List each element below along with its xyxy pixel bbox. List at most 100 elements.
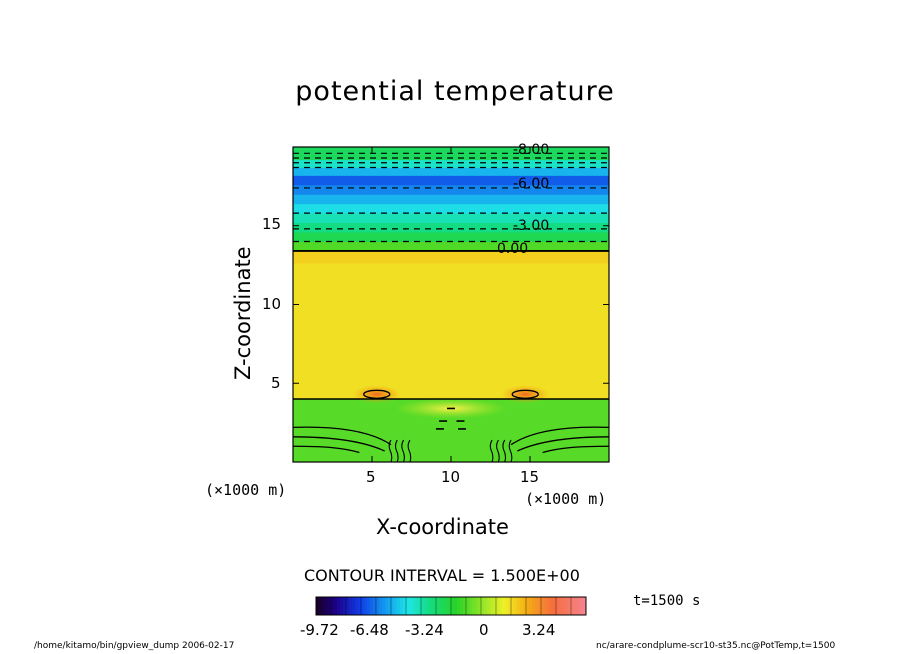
colorbar-cell (352, 597, 356, 615)
colorbar-cell (367, 597, 371, 615)
colorbar-cell (499, 597, 503, 615)
contour-line (394, 439, 399, 462)
colorbar-cell (433, 597, 437, 615)
colorbar-cell (406, 597, 410, 615)
colorbar-cell (583, 597, 587, 615)
colorbar-cell (514, 597, 518, 615)
colorbar-cell (451, 597, 455, 615)
colorbar-cell (445, 597, 449, 615)
colorbar-cell (370, 597, 374, 615)
field-band (293, 222, 609, 233)
colorbar-cell (397, 597, 401, 615)
colorbar-cell (334, 597, 338, 615)
colorbar-cell (400, 597, 404, 615)
colorbar-cell (571, 597, 575, 615)
contour-line (508, 439, 513, 462)
colorbar-cell (439, 597, 443, 615)
axes (293, 147, 609, 462)
chart-title: potential temperature (295, 76, 615, 107)
colorbar-cell (346, 597, 350, 615)
x-unit-label: (×1000 m) (525, 490, 607, 508)
colorbar-cell (379, 597, 383, 615)
colorbar-cell (472, 597, 476, 615)
colorbar-cell (409, 597, 413, 615)
colorbar-cell (469, 597, 473, 615)
colorbar-cell (403, 597, 407, 615)
colorbar-cell (412, 597, 416, 615)
colorbar-cell (550, 597, 554, 615)
colorbar-cell (535, 597, 539, 615)
colorbar-cell (454, 597, 458, 615)
colorbar-cell (544, 597, 548, 615)
field-band (293, 203, 609, 214)
x-tick-label: 15 (520, 468, 540, 486)
colorbar-tick-label: -6.48 (350, 621, 389, 639)
colorbar-cell (427, 597, 431, 615)
time-label: t=1500 s (633, 593, 701, 609)
contour-line (401, 439, 405, 462)
colorbar-cell (463, 597, 467, 615)
colorbar-cell (391, 597, 395, 615)
colorbar-cell (382, 597, 386, 615)
colorbar-cell (559, 597, 563, 615)
contour-line (293, 445, 360, 454)
colorbar-cell (505, 597, 509, 615)
colorbar-cell (355, 597, 359, 615)
x-axis-label: X-coordinate (376, 515, 509, 539)
footer-left: /home/kitamo/bin/gpview_dump 2006-02-17 (34, 641, 235, 651)
colorbar-tick-label: -3.24 (405, 621, 444, 639)
colorbar-cell (568, 597, 572, 615)
colorbar-cell (541, 597, 545, 615)
colorbar-frame (315, 596, 587, 616)
y-tick-label: 5 (271, 374, 281, 392)
colorbar-cell (442, 597, 446, 615)
contour-line (510, 426, 609, 446)
colorbar-tick-label: -9.72 (300, 621, 339, 639)
colorbar-cell (478, 597, 482, 615)
field-band (293, 175, 609, 186)
colorbar-cell (322, 597, 326, 615)
colorbar-cell (385, 597, 389, 615)
field-band (293, 232, 609, 242)
colorbar-cell (580, 597, 584, 615)
warm-anomaly (501, 385, 550, 404)
colorbar-cell (529, 597, 533, 615)
colorbar-cell (511, 597, 515, 615)
colorbar-cell (502, 597, 506, 615)
field-layer (293, 250, 609, 399)
x-tick-label: 10 (441, 468, 461, 486)
colorbar-cell (436, 597, 440, 615)
colorbar-cell (337, 597, 341, 615)
colorbar-cell (508, 597, 512, 615)
colorbar-cell (466, 597, 470, 615)
colorbar-cell (517, 597, 521, 615)
colorbar-tick-label: 3.24 (522, 621, 556, 639)
colorbar-cell (526, 597, 530, 615)
colorbar-cell (340, 597, 344, 615)
colorbar-cell (487, 597, 491, 615)
contour-line (502, 439, 507, 462)
colorbar (315, 596, 587, 616)
field-band (293, 194, 609, 205)
colorbar-cell (421, 597, 425, 615)
colorbar-cell (343, 597, 347, 615)
colorbar-cell (361, 597, 365, 615)
y-tick-label: 15 (262, 215, 282, 233)
contour-line (293, 426, 392, 446)
colorbar-cell (364, 597, 368, 615)
colorbar-cell (349, 597, 353, 615)
contour-line (517, 436, 609, 452)
colorbar-cell (415, 597, 419, 615)
colorbar-cell (418, 597, 422, 615)
colorbar-tick-label: 0 (479, 621, 489, 639)
colorbar-cell (376, 597, 380, 615)
field-band (293, 159, 609, 168)
contour-line (489, 439, 494, 462)
colorbar-cell (388, 597, 392, 615)
contour-label: -8.00 (513, 142, 550, 158)
field-band (293, 213, 609, 224)
y-axis-label: Z-coordinate (231, 246, 255, 380)
colorbar-cell (532, 597, 536, 615)
x-tick-label: 5 (366, 468, 376, 486)
